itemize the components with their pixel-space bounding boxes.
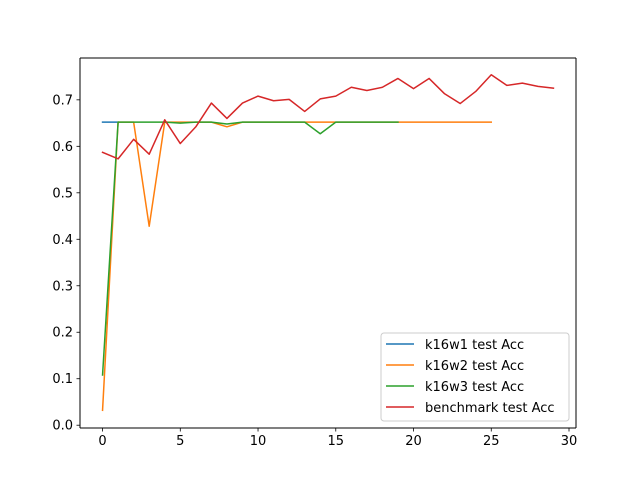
legend-label-3: k16w3 test Acc [425, 380, 524, 395]
legend-label-4: benchmark test Acc [425, 401, 555, 416]
x-tick-label: 5 [176, 434, 184, 449]
y-tick-label: 0.0 [52, 419, 73, 434]
y-tick-label: 0.6 [52, 140, 73, 155]
y-tick-label: 0.2 [52, 326, 73, 341]
x-tick-label: 10 [250, 434, 267, 449]
series-line-3 [101, 121, 399, 376]
legend: k16w1 test Acc k16w2 test Acc k16w3 test A… [380, 332, 570, 422]
y-tick-label: 0.7 [52, 93, 73, 108]
x-tick-label: 25 [483, 434, 500, 449]
x-axis-ticks: 0 5 10 15 20 25 30 [98, 428, 577, 449]
y-tick-label: 0.3 [52, 279, 73, 294]
y-tick-label: 0.1 [52, 372, 73, 387]
x-tick-label: 30 [561, 434, 578, 449]
legend-box [380, 332, 570, 422]
x-tick-label: 0 [98, 434, 106, 449]
series-line-4 [101, 73, 555, 160]
legend-label-2: k16w2 test Acc [425, 359, 524, 374]
x-tick-label: 15 [328, 434, 345, 449]
series-lines [101, 73, 555, 412]
x-tick-label: 20 [405, 434, 422, 449]
y-axis-ticks: 0.0 0.1 0.2 0.3 0.4 0.5 0.6 0.7 [52, 93, 80, 434]
axes-frame [79, 57, 577, 429]
legend-label-1: k16w1 test Acc [425, 338, 524, 353]
y-tick-label: 0.5 [52, 186, 73, 201]
y-tick-label: 0.4 [52, 233, 73, 248]
